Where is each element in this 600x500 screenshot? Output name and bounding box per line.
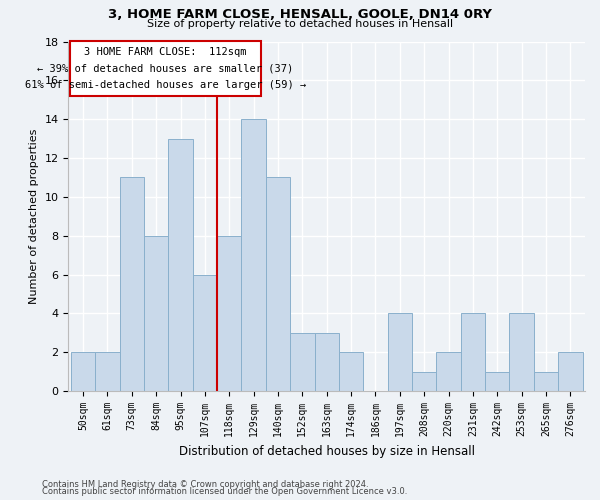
Text: Size of property relative to detached houses in Hensall: Size of property relative to detached ho… [147,19,453,29]
Text: Contains HM Land Registry data © Crown copyright and database right 2024.: Contains HM Land Registry data © Crown c… [42,480,368,489]
Y-axis label: Number of detached properties: Number of detached properties [29,128,39,304]
Bar [509,314,534,391]
Bar [266,178,290,391]
Bar [412,372,436,391]
Bar [241,119,266,391]
Bar [169,138,193,391]
Text: 3, HOME FARM CLOSE, HENSALL, GOOLE, DN14 0RY: 3, HOME FARM CLOSE, HENSALL, GOOLE, DN14… [108,8,492,20]
Bar [534,372,558,391]
Bar [461,314,485,391]
Text: 3 HOME FARM CLOSE:  112sqm: 3 HOME FARM CLOSE: 112sqm [84,46,247,56]
Bar [436,352,461,391]
Text: 61% of semi-detached houses are larger (59) →: 61% of semi-detached houses are larger (… [25,80,306,90]
Bar [119,178,144,391]
Bar [314,333,339,391]
Bar [144,236,169,391]
Bar [558,352,583,391]
Bar [71,352,95,391]
FancyBboxPatch shape [70,40,261,96]
Bar [290,333,314,391]
Bar [485,372,509,391]
Bar [388,314,412,391]
Text: ← 39% of detached houses are smaller (37): ← 39% of detached houses are smaller (37… [37,63,293,73]
Bar [193,274,217,391]
Bar [339,352,363,391]
Bar [217,236,241,391]
X-axis label: Distribution of detached houses by size in Hensall: Distribution of detached houses by size … [179,444,475,458]
Text: Contains public sector information licensed under the Open Government Licence v3: Contains public sector information licen… [42,487,407,496]
Bar [95,352,119,391]
